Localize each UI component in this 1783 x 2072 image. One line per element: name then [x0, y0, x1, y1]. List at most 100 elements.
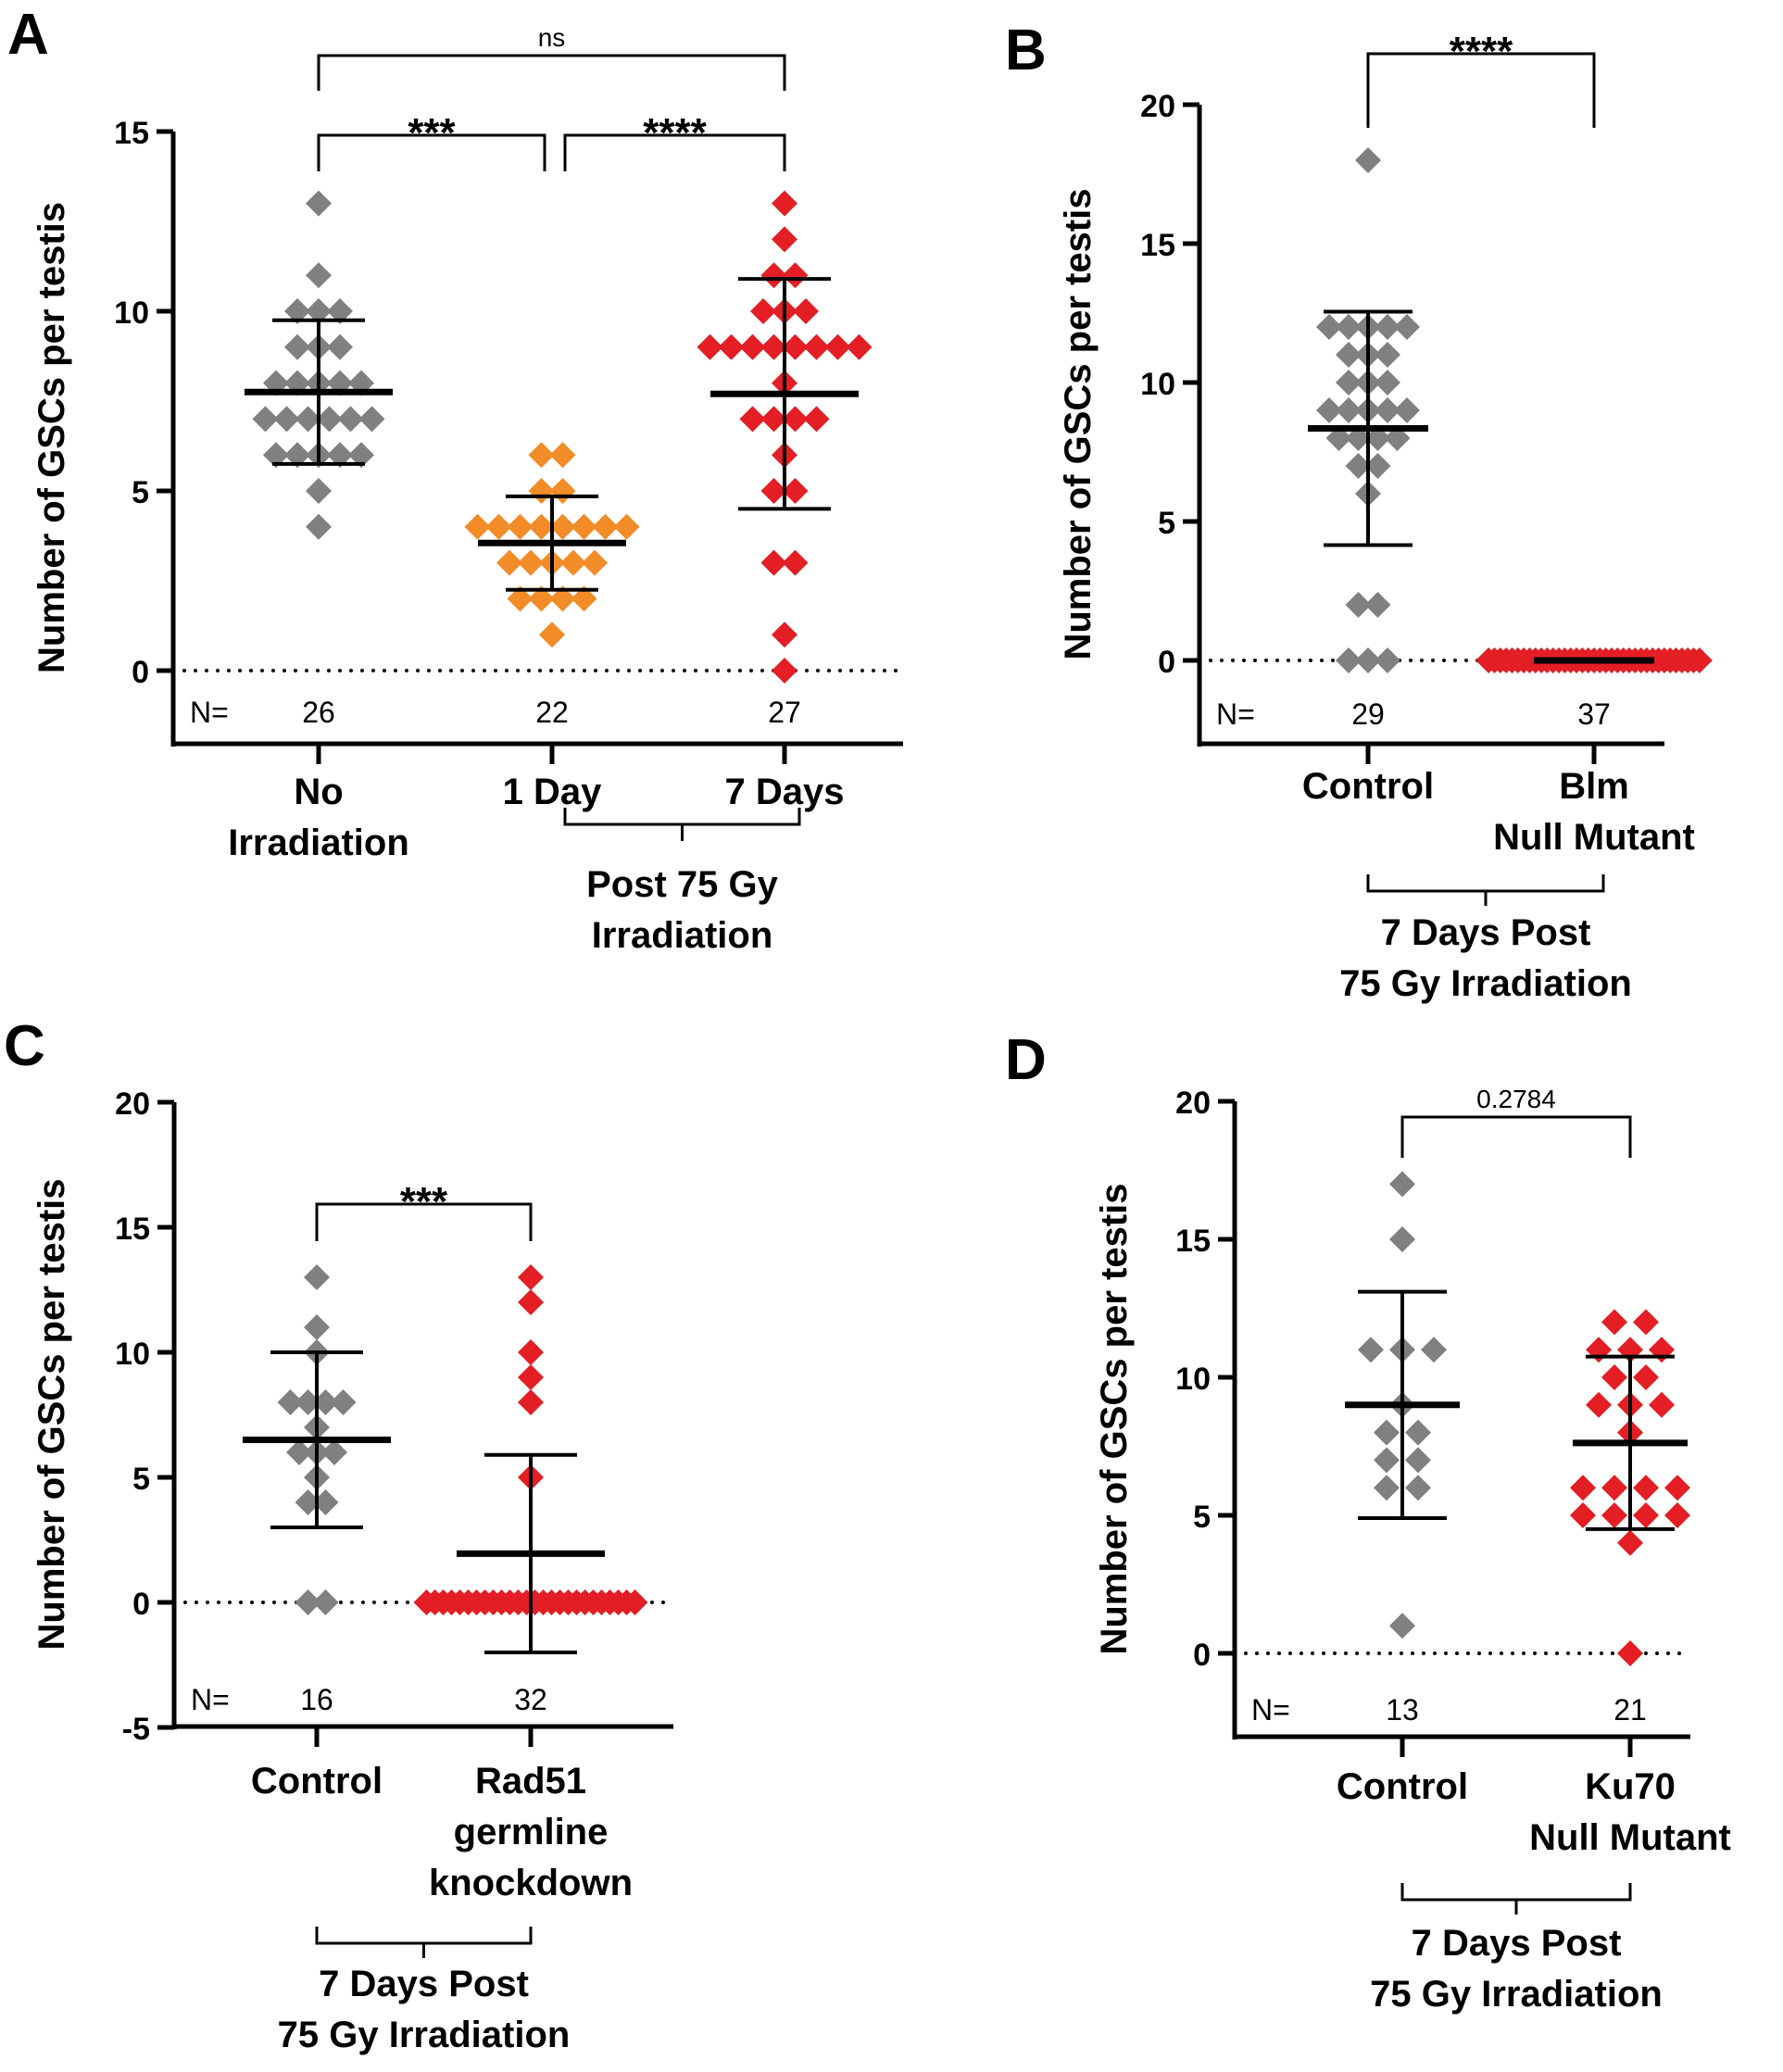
- data-point: [284, 298, 310, 324]
- data-point: [1336, 647, 1362, 673]
- significance-label: ****: [643, 110, 707, 156]
- data-point: [697, 333, 723, 360]
- significance-bracket: [315, 1202, 533, 1241]
- data-point: [306, 190, 332, 217]
- data-point: [1664, 1502, 1690, 1528]
- y-tick-label: 5: [1158, 506, 1175, 541]
- category-label: Null Mutant: [1529, 1817, 1731, 1858]
- data-point: [613, 513, 640, 540]
- data-point: [1355, 147, 1381, 173]
- data-point: [793, 298, 819, 324]
- data-point: [1389, 1613, 1415, 1639]
- y-tick-label: 10: [114, 295, 149, 331]
- panel-a: A Number of GSCs per testis 0 5 10 15 N= 26 No Ir…: [7, 3, 905, 956]
- data-point: [1336, 370, 1362, 396]
- data-point: [1633, 1364, 1659, 1390]
- data-point: [1374, 1475, 1400, 1501]
- y-tick-label: 0: [132, 655, 149, 690]
- data-point: [1586, 1337, 1612, 1363]
- data-point: [1316, 314, 1342, 340]
- data-point: [1649, 1337, 1675, 1363]
- data-point: [718, 333, 745, 360]
- y-tick-label: 10: [115, 1337, 150, 1372]
- data-point: [321, 1439, 347, 1465]
- data-point: [1405, 1475, 1431, 1501]
- n-count: 21: [1613, 1693, 1647, 1727]
- group-bracket: [1400, 1883, 1632, 1902]
- data-point: [1358, 1337, 1384, 1363]
- data-point: [263, 442, 289, 469]
- data-point: [286, 1439, 312, 1465]
- data-point: [1570, 1502, 1596, 1528]
- data-point: [571, 585, 597, 612]
- y-tick-label: 0: [1193, 1638, 1211, 1673]
- significance-label: 0.2784: [1476, 1085, 1556, 1113]
- data-point: [824, 333, 851, 360]
- data-point: [518, 1389, 544, 1415]
- data-point: [485, 513, 512, 540]
- significance-bracket: [317, 54, 786, 91]
- data-point: [1633, 1475, 1659, 1501]
- data-point: [846, 333, 873, 360]
- data-point: [330, 1389, 357, 1415]
- n-count: 29: [1351, 697, 1385, 731]
- data-point: [592, 513, 619, 540]
- category-label: 7 Days: [725, 772, 845, 812]
- data-point: [760, 478, 787, 504]
- data-point: [772, 658, 797, 684]
- data-point: [549, 585, 576, 612]
- category-label: germline: [454, 1812, 609, 1852]
- data-point: [316, 406, 343, 433]
- y-axis-label: Number of GSCs per testis: [31, 202, 72, 673]
- data-point: [273, 406, 300, 433]
- data-point: [571, 513, 597, 540]
- group-label: Post 75 Gy: [586, 864, 779, 905]
- data-point: [518, 1364, 544, 1390]
- data-point: [1355, 647, 1381, 673]
- y-tick-label: 15: [1140, 228, 1175, 263]
- data-point: [582, 549, 608, 576]
- data-point: [295, 1589, 321, 1615]
- data-point: [518, 1339, 544, 1365]
- data-point: [284, 442, 310, 469]
- y-tick-label: 10: [1175, 1362, 1211, 1397]
- data-point: [760, 333, 787, 360]
- y-tick-label: -5: [122, 1712, 150, 1747]
- data-point: [782, 406, 809, 433]
- data-point: [1316, 397, 1342, 423]
- data-point: [507, 513, 534, 540]
- data-point: [304, 1314, 330, 1340]
- data-point: [739, 406, 766, 433]
- data-point: [1405, 1447, 1431, 1474]
- n-count: 32: [514, 1683, 547, 1716]
- data-point: [1375, 370, 1400, 396]
- data-point: [518, 1289, 544, 1315]
- data-point: [284, 333, 310, 360]
- data-point: [760, 262, 787, 289]
- data-point: [1405, 1419, 1431, 1446]
- data-point: [306, 298, 332, 324]
- data-point: [337, 406, 364, 433]
- y-tick-label: 15: [114, 116, 149, 151]
- n-label: N=: [1251, 1693, 1290, 1727]
- category-label: Rad51: [475, 1761, 586, 1802]
- group-label: 7 Days Post: [319, 1964, 529, 2004]
- group-label: 75 Gy Irradiation: [1339, 963, 1632, 1004]
- y-tick-label: 0: [1158, 645, 1175, 680]
- data-point: [803, 406, 830, 433]
- category-label: Control: [1337, 1766, 1468, 1807]
- data-point: [358, 406, 385, 433]
- data-point: [1686, 647, 1713, 673]
- data-point: [496, 549, 522, 576]
- data-point: [306, 478, 332, 504]
- y-tick-label: 20: [115, 1086, 150, 1122]
- data-point: [782, 549, 809, 576]
- panel-b: B Number of GSCs per testis 0 5 10 15 20 N= 29 Co…: [1005, 19, 1713, 1004]
- panel-d: D Number of GSCs per testis 0 5 10 15 20 N= 13 Co…: [1005, 1028, 1731, 2015]
- data-point: [1389, 1171, 1415, 1198]
- n-count: 13: [1386, 1693, 1419, 1727]
- data-point: [464, 513, 491, 540]
- category-label: Null Mutant: [1493, 817, 1695, 858]
- data-point: [760, 406, 787, 433]
- data-point: [1601, 1309, 1627, 1336]
